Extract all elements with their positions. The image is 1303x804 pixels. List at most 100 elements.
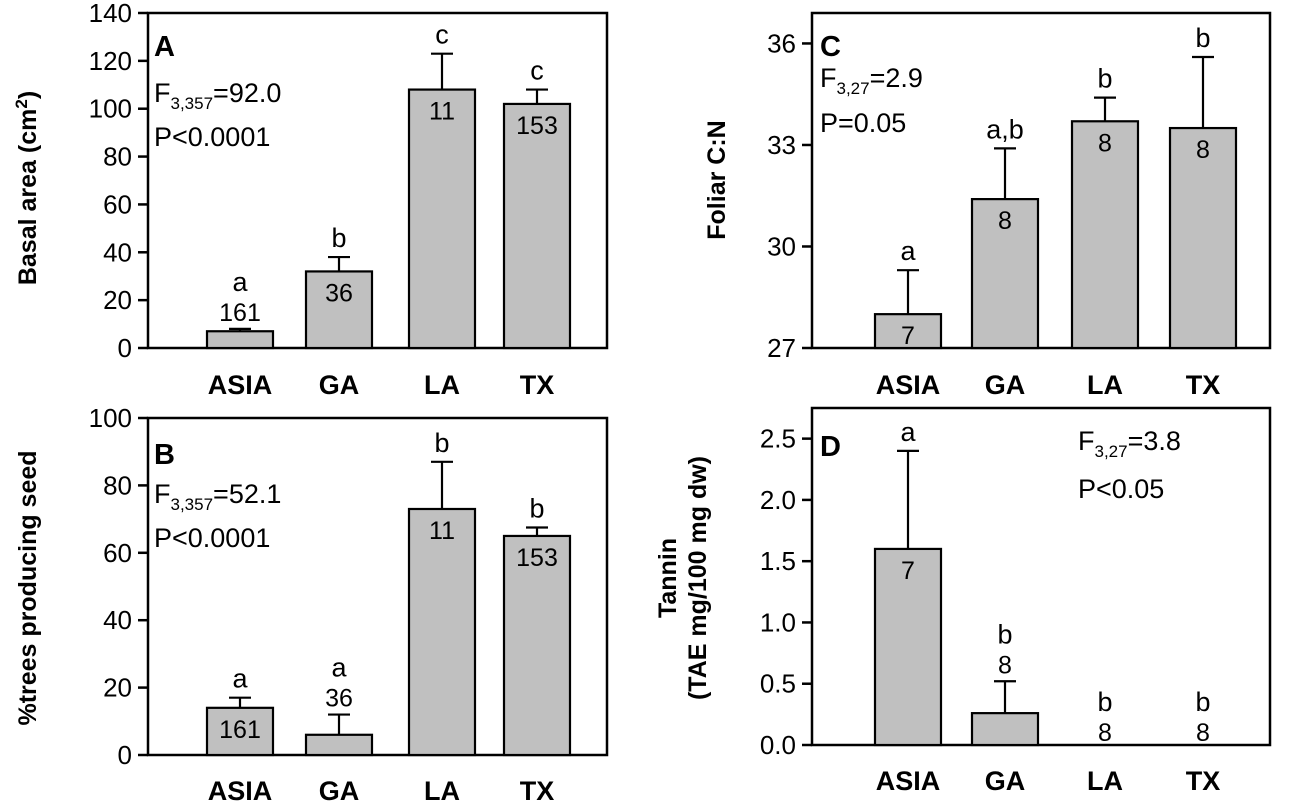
f-statistic: F3,27=2.9 [820, 63, 923, 98]
y-tick-label: 1.0 [760, 607, 796, 637]
p-value: P<0.0001 [154, 122, 270, 152]
p-value: P=0.05 [820, 108, 906, 138]
significance-letter: a [232, 267, 248, 297]
bar-tx [1168, 126, 1238, 350]
significance-letter: b [1097, 64, 1112, 94]
bar-ga [970, 712, 1040, 747]
f-symbol: F [154, 78, 171, 108]
panel-letter: B [154, 439, 175, 471]
x-tick-label: TX [1186, 766, 1221, 796]
significance-letter: b [1195, 23, 1210, 53]
y-tick-label: 20 [103, 285, 132, 315]
x-tick-label: GA [319, 776, 360, 804]
f-statistic: F3,357=92.0 [154, 78, 281, 113]
sample-size-label: 153 [516, 544, 558, 572]
y-label-main: Basal area (cm [14, 109, 42, 286]
sample-size-label: 36 [325, 279, 353, 307]
significance-letter: b [1097, 687, 1112, 717]
f-symbol: F [820, 63, 837, 93]
sample-size-label: 8 [1098, 129, 1112, 157]
plot-frame [146, 11, 609, 350]
panel-letter: A [154, 31, 175, 63]
y-tick-label: 1.5 [760, 546, 796, 576]
y-tick-label: 100 [89, 94, 132, 124]
f-symbol: F [154, 479, 171, 509]
y-axis-label: Tannin [654, 538, 682, 618]
significance-letter: a [232, 664, 248, 694]
significance-letter: b [529, 494, 544, 524]
sample-size-label: 7 [901, 557, 915, 585]
f-statistic: F3,357=52.1 [154, 479, 281, 514]
plot-frame [146, 416, 609, 757]
sample-size-label: 161 [219, 716, 261, 744]
y-tick-label: 0 [118, 333, 132, 363]
y-tick-label: 20 [103, 673, 132, 703]
y-tick-label: 30 [767, 231, 796, 261]
x-tick-label: LA [1087, 370, 1123, 400]
y-tick-label: 0.5 [760, 669, 796, 699]
significance-letter: b [434, 428, 449, 458]
p-value: P<0.05 [1078, 474, 1164, 504]
bar-tx [502, 102, 572, 350]
y-tick-label: 33 [767, 130, 796, 160]
significance-letter: a [900, 417, 916, 447]
x-tick-label: ASIA [876, 766, 941, 796]
panel-letter: C [820, 31, 841, 63]
plot-frame [810, 11, 1272, 350]
significance-letter: a,b [986, 114, 1024, 144]
f-value: =92.0 [213, 78, 281, 108]
bar-ga [304, 270, 374, 350]
y-axis-label: Foliar C:N [703, 120, 731, 239]
x-tick-label: ASIA [208, 370, 273, 400]
y-tick-label: 0 [118, 740, 132, 770]
sample-size-label: 8 [998, 207, 1012, 235]
y-label-end: ) [14, 91, 42, 99]
y-tick-label: 140 [89, 0, 132, 28]
f-df: 3,27 [837, 79, 870, 98]
significance-letter: a [331, 653, 347, 683]
x-tick-label: ASIA [208, 776, 273, 804]
panel-b: 020406080100161aASIA36aGA11bLA153bTXBF3,… [14, 403, 609, 804]
panel-c: 27 30 33 36 7 a ASIA 8 a,b GA 8 b LA 8 b TX CF3,27=2.9 P=… [703, 11, 1272, 400]
significance-letter: b [997, 619, 1012, 649]
x-tick-label: ASIA [876, 370, 941, 400]
bar-ga [304, 733, 374, 757]
bar-asia [205, 706, 275, 757]
significance-letter: c [530, 56, 544, 86]
y-tick-label: 36 [767, 28, 796, 58]
significance-letter: b [331, 223, 346, 253]
significance-letter: a [900, 236, 916, 266]
f-df: 3,27 [1095, 442, 1128, 461]
significance-letter: b [1195, 687, 1210, 717]
plot-frame [810, 406, 1272, 747]
y-tick-label: 60 [103, 189, 132, 219]
y-tick-label: 0.0 [760, 730, 796, 760]
sample-size-label: 11 [429, 517, 455, 545]
p-value: P<0.0001 [154, 523, 270, 553]
sample-size-label: 161 [219, 299, 261, 327]
x-tick-label: TX [520, 370, 555, 400]
y-tick-label: 60 [103, 538, 132, 568]
bar-ga [970, 198, 1040, 350]
bar-asia [205, 330, 275, 350]
f-value: =52.1 [213, 479, 281, 509]
bar-la [407, 507, 477, 757]
y-tick-label: 2.0 [760, 485, 796, 515]
x-tick-label: GA [985, 766, 1026, 796]
x-tick-label: TX [1186, 370, 1221, 400]
bar-tx [502, 534, 572, 757]
bar-asia [873, 313, 943, 350]
f-df: 3,357 [171, 94, 214, 113]
y-tick-label: 80 [103, 142, 132, 172]
x-tick-label: LA [1087, 766, 1123, 796]
y-tick-label: 100 [89, 403, 132, 433]
y-tick-label: 2.5 [760, 424, 796, 454]
f-value: =3.8 [1128, 426, 1181, 456]
bar-la [407, 88, 477, 350]
y-label-sup: 2 [12, 99, 31, 108]
sample-size-label: 7 [901, 322, 915, 350]
sample-size-label: 8 [1196, 136, 1210, 164]
y-tick-label: 40 [103, 605, 132, 635]
